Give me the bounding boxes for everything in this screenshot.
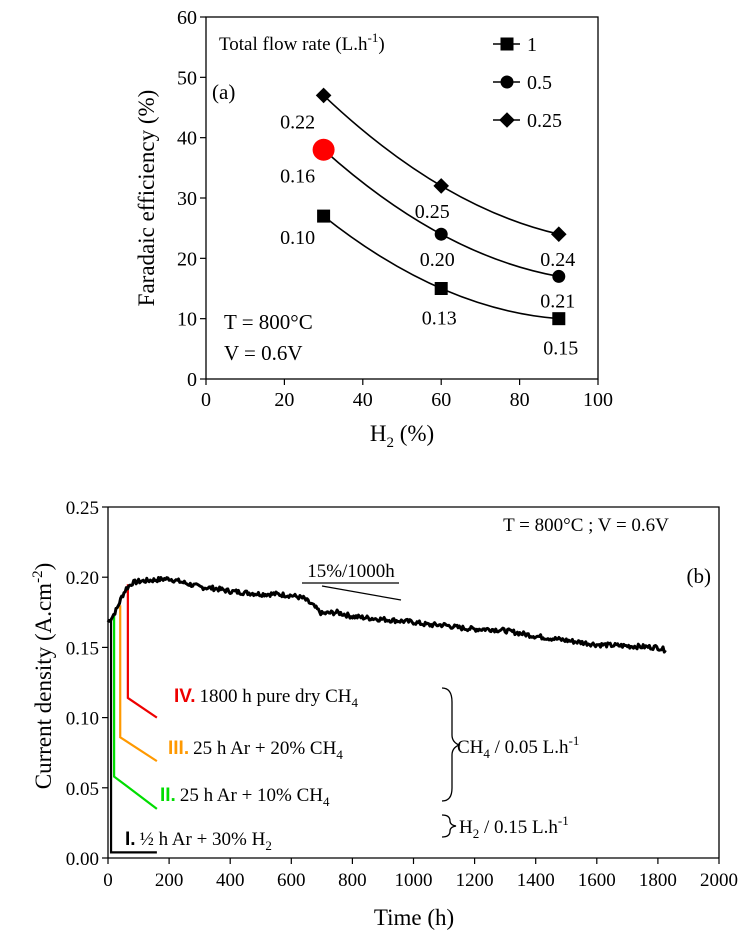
axis-ticks-b: 0 200 400 600 800 1000 1200 1400 1600 1800 2000 0.0… [66,498,738,891]
data-point-circle [434,227,448,241]
data-point-square [552,312,566,326]
plot-frame-b [108,506,720,858]
y-tick-label-a: 0 [187,369,197,391]
y-tick-label-b: 0.15 [66,638,99,659]
data-point-square [317,209,331,223]
data-point-diamond [433,178,449,194]
y-axis-label-b: Current density (A.cm-2) [30,563,56,790]
x-tick-label-b: 1000 [395,870,433,891]
x-tick-label-a: 40 [353,389,373,411]
y-tick-label-a: 60 [177,7,197,29]
x-axis-label-b: Time (h) [374,905,454,930]
point-label: 0.15 [543,338,578,360]
step-label-ii: II. 25 h Ar + 10% CH4 [160,785,330,809]
legend-entry: 1 [527,34,537,56]
data-point-square [434,282,448,295]
bracket-label-h2: H2 / 0.15 L.h-1 [459,813,569,841]
data-point-circle [552,269,566,283]
highlighted-point [312,138,335,161]
condition-voltage: V = 0.6V [224,341,303,365]
y-tick-label-a: 40 [177,128,197,150]
bracket-ch4 [441,687,461,802]
step-line [109,619,157,854]
step-line [113,615,158,810]
bracket-label-ch4: CH4 / 0.05 L.h-1 [457,733,579,761]
axis-ticks-a: 0 20 40 60 80 100 0 10 20 30 40 50 60 [177,7,613,411]
bracket-h2 [441,814,457,838]
point-label: 0.24 [540,249,575,271]
x-tick-label-a: 0 [201,389,211,411]
point-label: 0.25 [415,201,450,223]
step-line [119,605,158,763]
x-tick-label-a: 60 [431,389,451,411]
y-tick-label-a: 10 [177,309,197,331]
step-label-i: I. ½ h Ar + 30% H2 [125,829,272,853]
x-tick-label-b: 600 [277,870,306,891]
legend: 1 0.5 0.25 [493,34,562,132]
series-markers-a [312,87,567,326]
point-label: 0.21 [540,290,575,312]
legend-marker-circle [500,75,514,89]
panel-label-b: (b) [687,564,712,588]
x-tick-label-a: 80 [510,389,530,411]
x-tick-label-b: 1200 [456,870,494,891]
x-tick-label-a: 20 [274,389,294,411]
y-tick-label-b: 0.00 [66,849,99,870]
step-labels: IV. 1800 h pure dry CH4 III. 25 h Ar + 20%… [125,686,358,853]
point-label: 0.22 [280,111,315,133]
y-tick-label-b: 0.25 [66,498,99,519]
x-tick-label-b: 0 [103,870,113,891]
condition-temperature: T = 800°C [224,310,313,334]
x-tick-label-b: 1400 [517,870,555,891]
slope-label: 15%/1000h [307,561,395,582]
step-line [126,584,158,719]
step-label-iii: III. 25 h Ar + 20% CH4 [168,738,343,762]
point-label: 0.13 [422,308,457,330]
legend-entry: 0.5 [527,72,552,94]
point-label: 0.20 [420,249,455,271]
point-label: 0.10 [280,227,315,249]
x-tick-label-b: 2000 [700,870,738,891]
x-tick-label-a: 100 [583,389,613,411]
x-tick-label-b: 200 [155,870,184,891]
step-label-iv: IV. 1800 h pure dry CH4 [174,686,358,710]
slope-triangle-line [321,585,402,601]
y-tick-label-b: 0.10 [66,709,99,730]
data-point-diamond [551,226,567,242]
point-labels-a: 0.10 0.13 0.15 0.16 0.20 0.21 0.22 0.25 0.24 [280,111,578,359]
x-axis-label-a: H2 (%) [370,421,434,451]
panel-b: 0 200 400 600 800 1000 1200 1400 1600 1800 2000 0.0… [30,498,738,930]
current-density-curve [106,576,667,654]
x-tick-label-b: 1600 [578,870,616,891]
legend-entry: 0.25 [527,110,562,132]
y-tick-label-b: 0.05 [66,779,99,800]
step-lines [109,584,158,854]
condition-label-b: T = 800°C ; V = 0.6V [503,515,669,536]
x-tick-label-b: 800 [338,870,367,891]
x-tick-label-b: 400 [216,870,245,891]
y-tick-label-b: 0.20 [66,568,99,589]
panel-label-a: (a) [212,80,235,104]
y-tick-label-a: 50 [177,67,197,89]
legend-title: Total flow rate (L.h-1) [219,30,385,55]
legend-marker-square [500,37,514,51]
data-point-diamond [315,87,332,104]
y-tick-label-a: 20 [177,248,197,270]
point-label: 0.16 [280,166,315,188]
y-tick-label-a: 30 [177,188,197,210]
y-axis-label-a: Faradaic efficiency (%) [134,90,159,307]
legend-marker-diamond [499,112,515,128]
x-tick-label-b: 1800 [639,870,677,891]
